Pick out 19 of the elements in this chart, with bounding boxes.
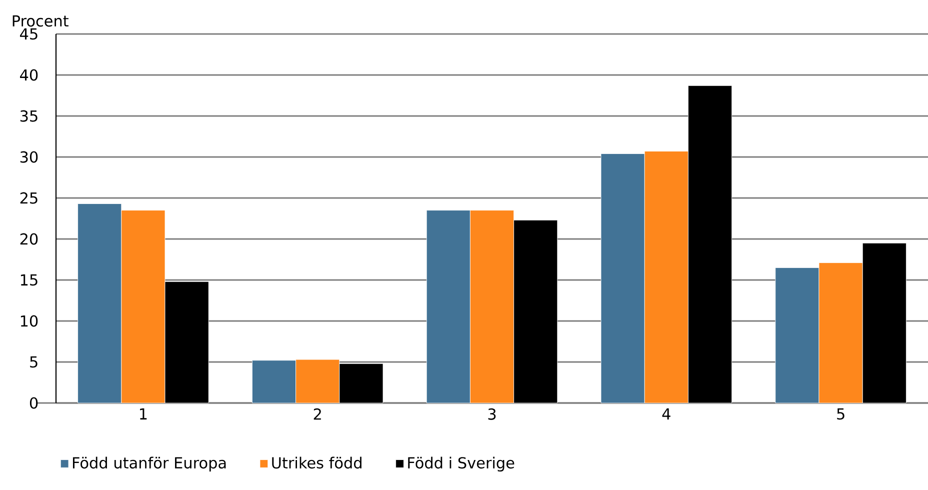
y-tick-label: 15 xyxy=(20,274,38,286)
y-axis-title: Procent xyxy=(12,15,68,27)
y-tick-label: 45 xyxy=(20,28,38,40)
y-tick-label: 25 xyxy=(20,192,38,204)
x-tick-label: 3 xyxy=(488,408,496,420)
y-tick-label: 10 xyxy=(20,315,38,327)
y-tick-label: 35 xyxy=(20,110,38,122)
y-tick-label: 5 xyxy=(30,356,38,368)
x-tick-label: 4 xyxy=(662,408,670,420)
legend-label: Född i Sverige xyxy=(408,456,514,472)
y-tick-label: 0 xyxy=(30,397,38,409)
x-tick-label: 5 xyxy=(837,408,844,420)
x-tick-label: 1 xyxy=(140,408,147,420)
x-tick-label: 2 xyxy=(314,408,321,420)
y-tick-label: 20 xyxy=(20,233,38,245)
legend-label: Utrikes född xyxy=(272,456,362,469)
y-tick-label: 30 xyxy=(20,151,38,163)
legend-label: Född utanför Europa xyxy=(72,456,226,472)
y-tick-label: 40 xyxy=(20,69,38,81)
